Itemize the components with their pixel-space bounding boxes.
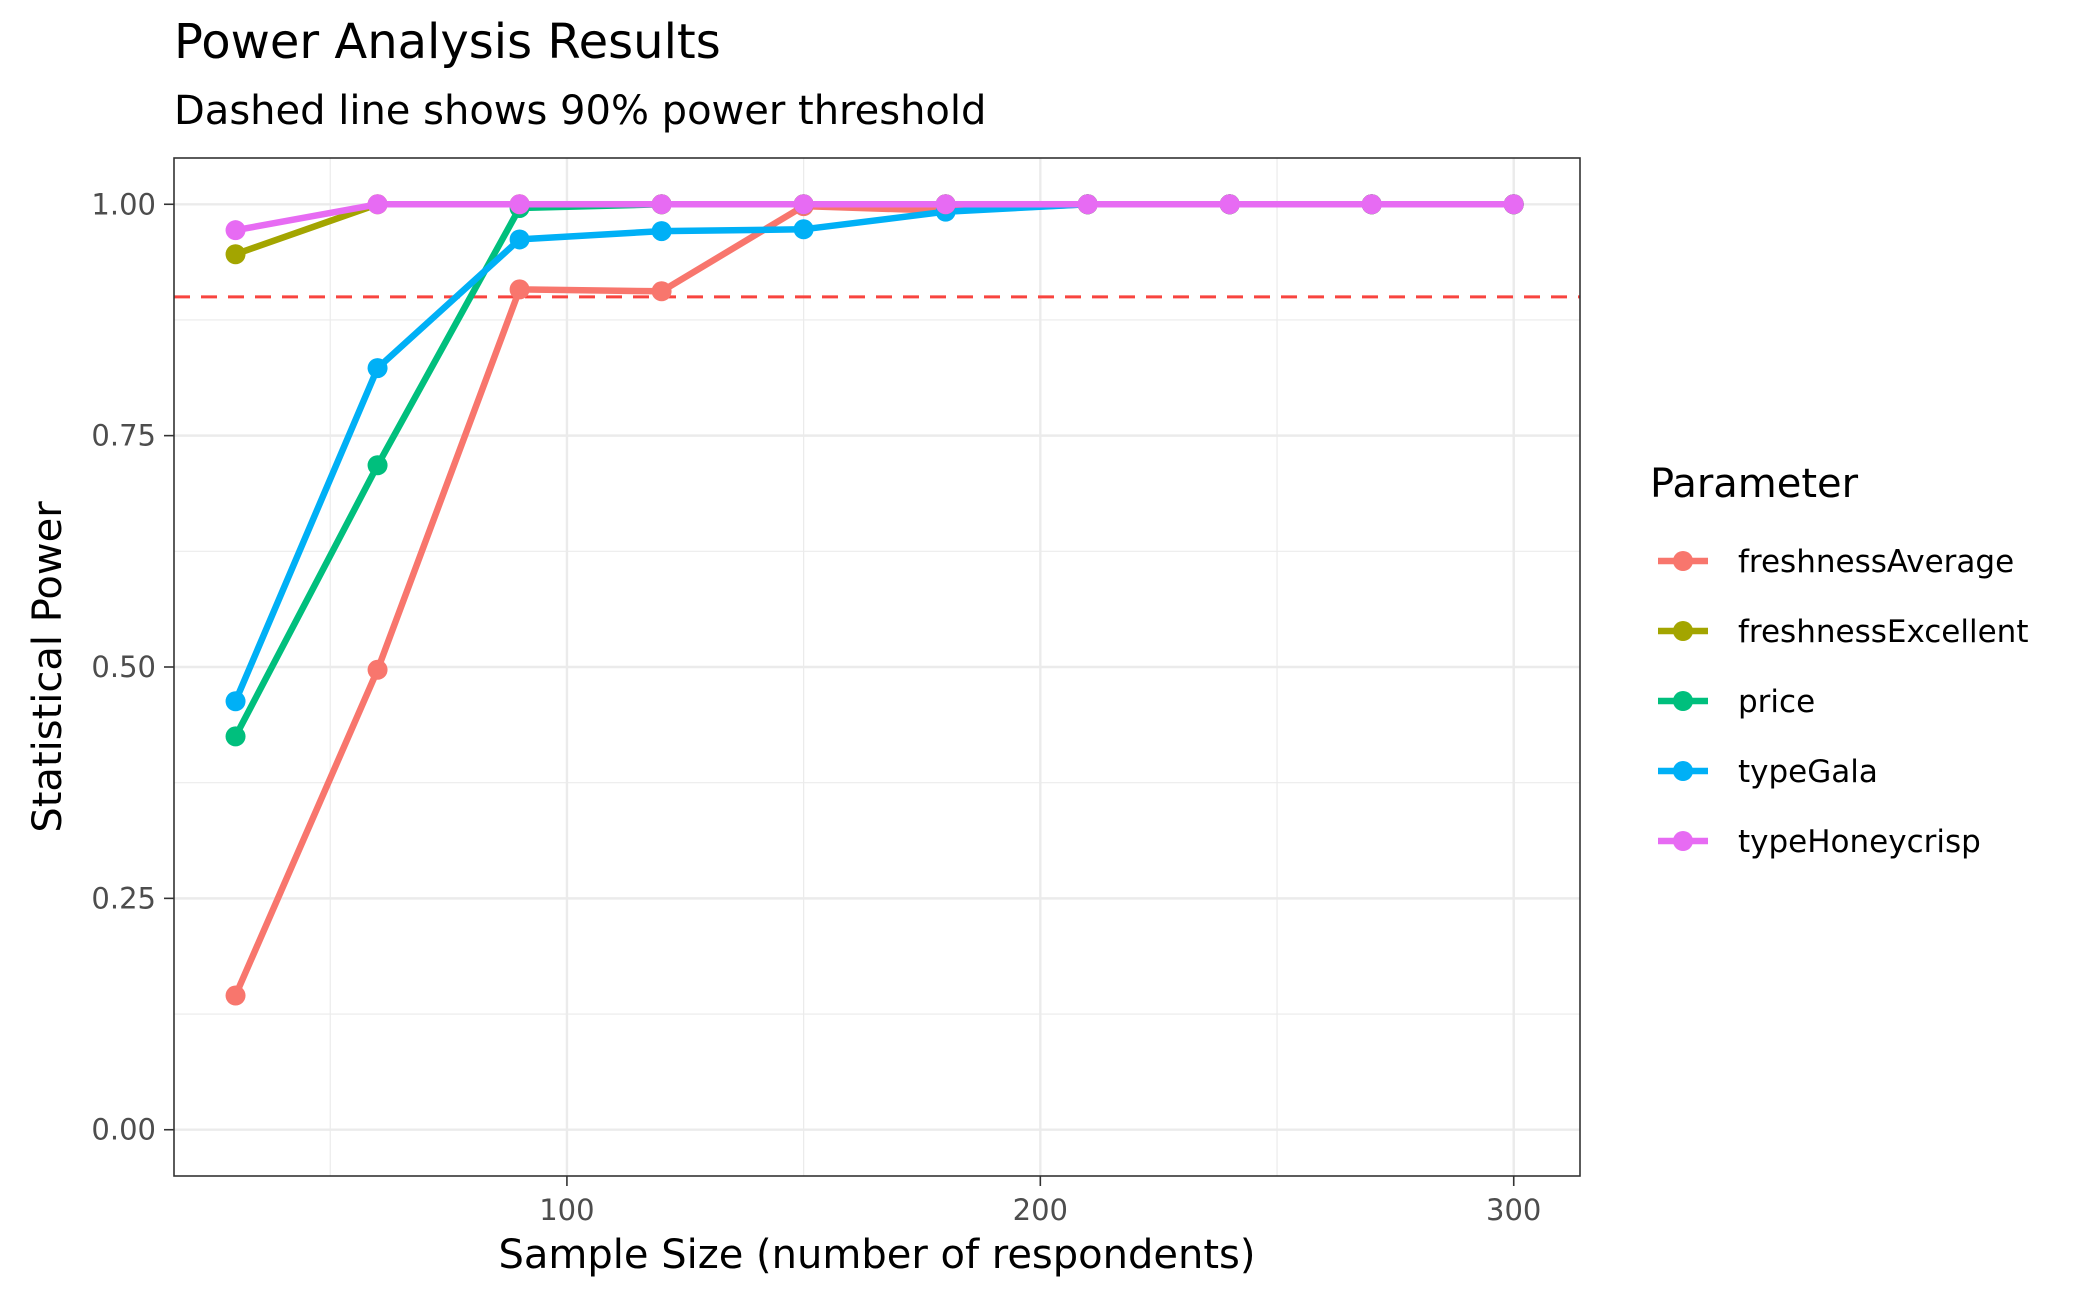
data-point-freshnessAverage (509, 279, 530, 300)
x-axis-ticks: 100 200 300 (539, 1176, 1541, 1227)
legend-key-point (1673, 621, 1693, 641)
series-layer (225, 194, 1524, 1006)
legend-key-point (1673, 761, 1693, 781)
y-tick-label: 0.00 (91, 1113, 156, 1147)
data-point-typeHoneycrisp (1219, 194, 1240, 215)
chart-title: Power Analysis Results (174, 14, 721, 70)
data-point-typeGala (793, 219, 814, 240)
data-point-freshnessAverage (225, 985, 246, 1006)
x-axis-title: Sample Size (number of respondents) (499, 1232, 1256, 1278)
data-point-typeGala (225, 691, 246, 712)
data-point-typeGala (367, 358, 388, 379)
legend-item-price: price (1658, 684, 1815, 720)
y-tick-label: 0.25 (91, 881, 156, 915)
data-point-freshnessAverage (651, 281, 672, 302)
grid-minor (174, 158, 1580, 1176)
legend-key-point (1673, 551, 1693, 571)
data-point-freshnessAverage (367, 659, 388, 680)
data-point-typeGala (651, 221, 672, 242)
legend-items: freshnessAverage freshnessExcellent price t… (1658, 544, 2028, 860)
series-typeGala (225, 194, 1524, 712)
legend-label: price (1738, 684, 1815, 720)
data-point-typeHoneycrisp (935, 194, 956, 215)
series-line-typeGala (232, 201, 1517, 705)
legend-title: Parameter (1650, 461, 1859, 507)
y-axis-title: Statistical Power (25, 501, 71, 833)
data-point-typeHoneycrisp (1361, 194, 1382, 215)
legend-label: freshnessExcellent (1738, 614, 2028, 650)
y-tick-label: 1.00 (91, 187, 156, 221)
series-price (225, 194, 1524, 747)
x-tick-label: 300 (1486, 1193, 1541, 1227)
data-point-typeHoneycrisp (367, 194, 388, 215)
x-tick-label: 200 (1013, 1193, 1068, 1227)
data-point-price (367, 455, 388, 476)
legend-item-typeHoneycrisp: typeHoneycrisp (1658, 824, 1981, 860)
legend-item-freshnessAverage: freshnessAverage (1658, 544, 2014, 580)
data-point-freshnessExcellent (225, 244, 246, 265)
legend-label: freshnessAverage (1738, 544, 2014, 580)
legend-item-freshnessExcellent: freshnessExcellent (1658, 614, 2028, 650)
legend-label: typeHoneycrisp (1738, 824, 1981, 860)
chart-subtitle: Dashed line shows 90% power threshold (174, 88, 986, 134)
series-line-price (232, 201, 1517, 740)
legend-key-point (1673, 831, 1693, 851)
legend-key-point (1673, 691, 1693, 711)
data-point-typeHoneycrisp (225, 220, 246, 241)
y-tick-label: 0.75 (91, 419, 156, 453)
x-tick-label: 100 (539, 1193, 594, 1227)
y-tick-label: 0.50 (91, 650, 156, 684)
legend-label: typeGala (1738, 754, 1878, 790)
legend-item-typeGala: typeGala (1658, 754, 1878, 790)
data-point-typeHoneycrisp (1503, 194, 1524, 215)
y-axis-ticks: 0.00 0.25 0.50 0.75 1.00 (91, 187, 174, 1147)
series-line-freshnessExcellent (232, 201, 1517, 258)
data-point-price (225, 726, 246, 747)
data-point-typeHoneycrisp (1077, 194, 1098, 215)
series-line-typeHoneycrisp (232, 201, 1517, 234)
series-typeHoneycrisp (225, 194, 1524, 241)
data-point-typeHoneycrisp (651, 194, 672, 215)
series-freshnessAverage (225, 194, 1524, 1006)
data-point-typeGala (509, 229, 530, 250)
data-point-typeHoneycrisp (509, 194, 530, 215)
data-point-typeHoneycrisp (793, 194, 814, 215)
legend: Parameter freshnessAverage freshnessExcel… (1650, 461, 2028, 860)
